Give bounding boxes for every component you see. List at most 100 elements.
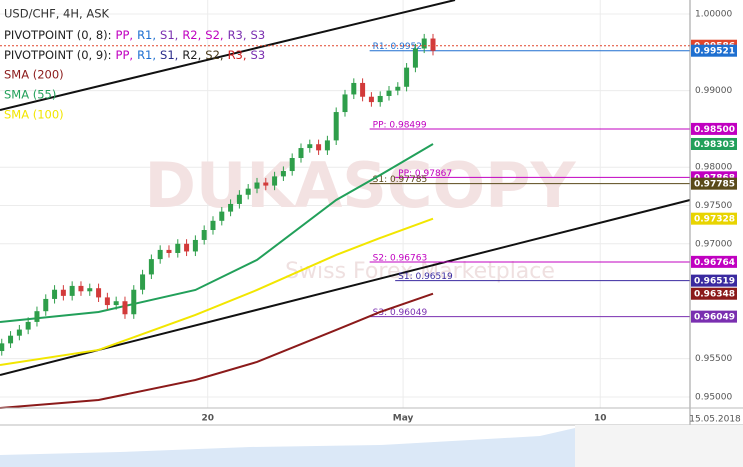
x-tick-label: 20: [201, 414, 214, 424]
x-tick-label: 10: [594, 414, 607, 424]
sma-line: [0, 143, 434, 323]
price-label: 0.96764: [694, 258, 735, 268]
candle-body: [280, 171, 286, 177]
candle-body: [157, 249, 163, 260]
candle-body: [184, 243, 190, 252]
price-label: 0.96049: [694, 313, 735, 323]
candle-body: [113, 301, 119, 306]
y-tick-label: 0.99000: [695, 86, 732, 96]
candle-body: [140, 274, 146, 290]
price-label-box: [691, 122, 737, 135]
candle-body: [421, 38, 427, 49]
trend-line: [0, 199, 691, 376]
candle-body: [78, 285, 84, 292]
candle-body: [272, 176, 278, 186]
price-label-box: [691, 274, 737, 287]
legend-pivot: PIVOTPOINT (0, 8): PP, R1, S1, R2, S2, R3, S3: [4, 28, 265, 42]
price-label: 0.96519: [694, 277, 735, 287]
candle-body: [395, 86, 401, 91]
sma-line: [0, 292, 434, 409]
legend-name: PIVOTPOINT (0, 8):: [4, 28, 112, 42]
legend-item: S1,: [160, 28, 178, 42]
candle-body: [351, 82, 357, 95]
candle-body: [25, 321, 31, 330]
candle-body: [131, 289, 137, 315]
price-label: 0.97785: [694, 180, 735, 190]
navigator-area: [0, 428, 575, 467]
legend-entry: SMA (100): [4, 108, 64, 122]
candle-body: [0, 343, 5, 352]
candle-body: [324, 140, 330, 151]
legend-entry: SMA (200): [4, 68, 64, 82]
price-label: 0.96348: [694, 290, 735, 300]
legend-entry: SMA (55): [4, 88, 56, 102]
y-tick-label: 0.97000: [695, 239, 732, 249]
candle-body: [377, 95, 383, 103]
price-label: 0.99521: [694, 47, 735, 57]
pivot-label: PP: 0.98499: [373, 120, 427, 130]
legend-item: PP,: [116, 48, 134, 62]
candle-body: [245, 188, 251, 195]
legend-item: R2,: [182, 28, 201, 42]
candle-body: [412, 48, 418, 68]
candle-body: [404, 67, 410, 87]
price-label: 0.97328: [694, 215, 735, 225]
legend-item: S1,: [160, 48, 178, 62]
pivot-label: S1: 0.97785: [373, 175, 428, 185]
x-tick-label: May: [393, 414, 414, 424]
price-label: 0.98303: [694, 140, 735, 150]
candle-body: [104, 297, 110, 306]
pivot-label: R1: 0.9952: [373, 42, 422, 52]
candle-body: [69, 285, 75, 296]
candle-body: [307, 144, 313, 149]
price-label-box: [691, 287, 737, 300]
y-tick-label: 0.95500: [695, 354, 732, 364]
candle-body: [148, 259, 154, 275]
pivot-label: S1: 0.96519: [398, 272, 453, 282]
legend-item: S2,: [205, 28, 223, 42]
price-label-box: [691, 44, 737, 57]
candle-body: [263, 182, 269, 186]
price-label-box: [691, 137, 737, 150]
candle-body: [368, 96, 374, 103]
price-label-box: [691, 212, 737, 225]
sma-line: [0, 217, 434, 366]
legend-name: PIVOTPOINT (0, 9):: [4, 48, 112, 62]
pivot-label: S2: 0.96763: [373, 253, 428, 263]
candle-body: [34, 311, 40, 322]
candle-body: [386, 90, 392, 96]
legend-item: R3,: [228, 28, 247, 42]
candle-body: [360, 82, 366, 97]
candle-body: [16, 329, 22, 336]
date-label: 15.05.2018: [689, 415, 741, 425]
pivot-label: PP: 0.97867: [398, 169, 452, 179]
candle-body: [60, 289, 66, 296]
watermark-sub: Swiss Forex Marketplace: [285, 259, 555, 284]
candle-body: [342, 94, 348, 113]
candle-body: [430, 38, 436, 51]
legend-item: S2,: [205, 48, 223, 62]
candle-body: [316, 144, 322, 151]
y-tick-label: 0.97500: [695, 201, 732, 211]
navigator-mask: [575, 425, 743, 467]
legend-item: R1,: [137, 48, 156, 62]
y-tick-label: 0.95000: [695, 392, 732, 402]
candle-body: [166, 249, 172, 253]
candle-body: [43, 298, 49, 312]
legend-item: R1,: [137, 28, 156, 42]
candle-body: [236, 194, 242, 204]
candle-body: [333, 112, 339, 141]
legend-item: S3: [251, 28, 266, 42]
legend-pivot: PIVOTPOINT (0, 9): PP, R1, S1, R2, S2, R3, S3: [4, 48, 265, 62]
pivot-label: S3: 0.96049: [373, 308, 428, 318]
candle-body: [192, 239, 198, 252]
candle-body: [219, 211, 225, 221]
legend-item: R3,: [228, 48, 247, 62]
candle-body: [254, 182, 260, 189]
price-label-box: [691, 177, 737, 190]
legend-item: R2,: [182, 48, 201, 62]
trend-line: [0, 0, 456, 111]
legend-item: PP,: [116, 28, 134, 42]
candle-body: [87, 288, 93, 292]
